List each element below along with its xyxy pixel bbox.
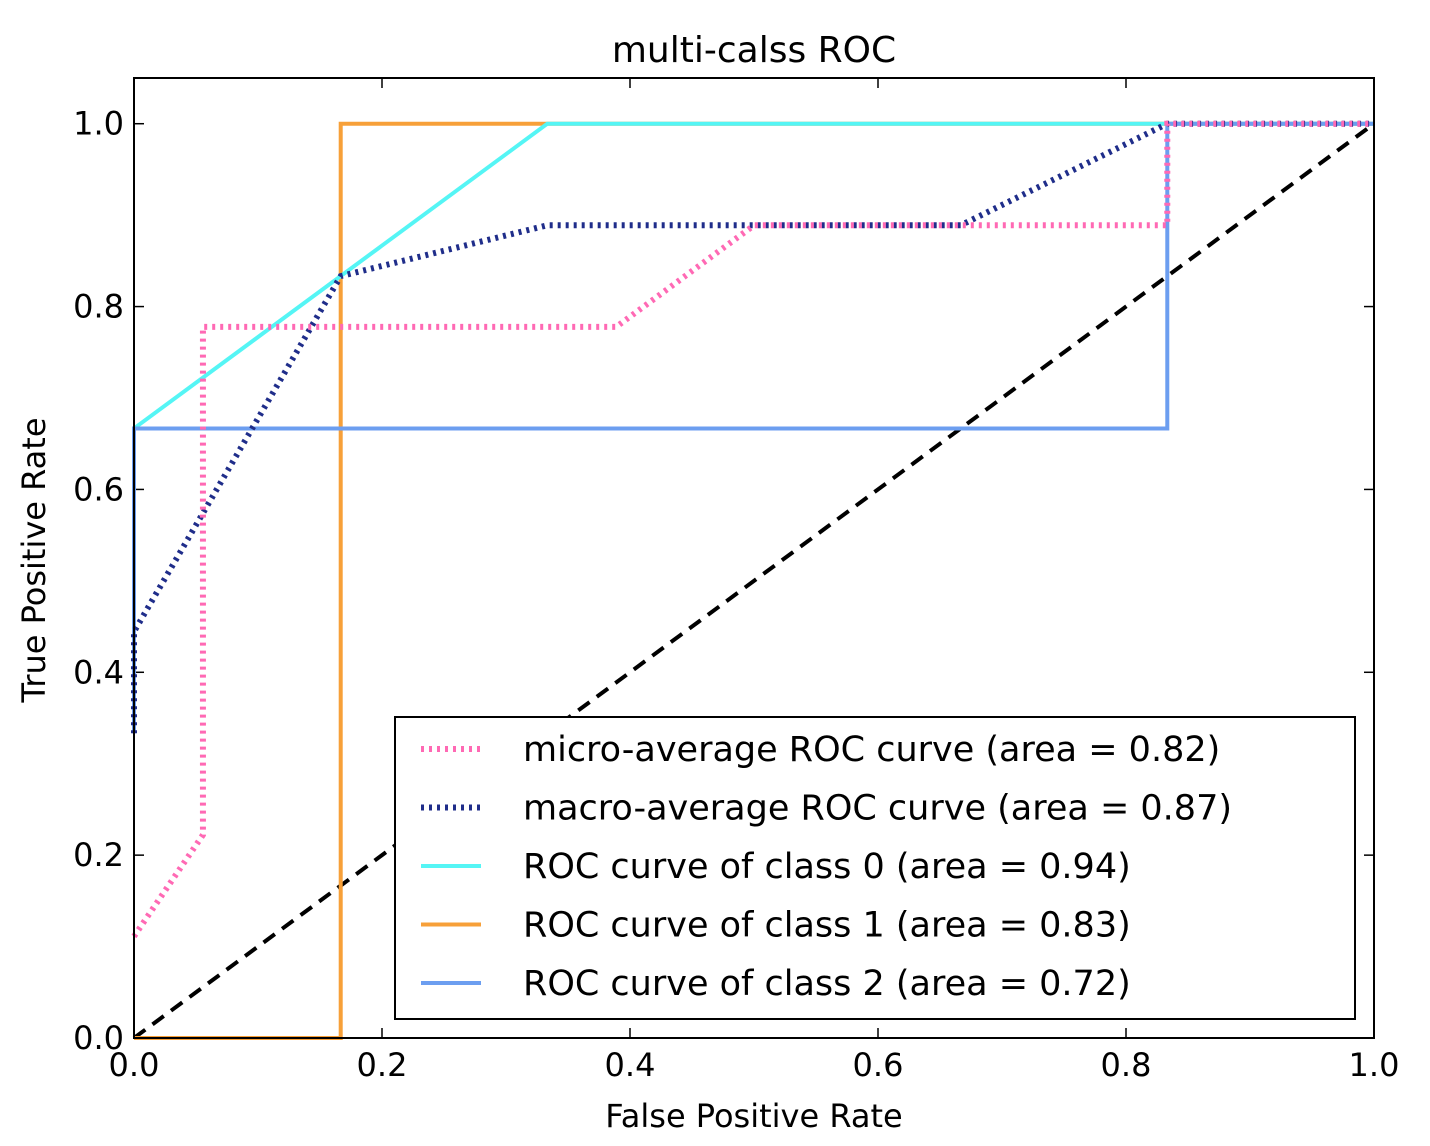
legend-entry-label: ROC curve of class 1 (area = 0.83)	[523, 906, 1131, 946]
micro-average-curve	[131, 120, 1374, 939]
x-tick-label: 0.8	[1101, 1046, 1152, 1084]
y-tick-label: 1.0	[73, 105, 124, 143]
x-axis-title: False Positive Rate	[605, 1097, 902, 1135]
macro-average-curve	[131, 120, 1374, 734]
legend: micro-average ROC curve (area = 0.82) mac…	[394, 716, 1356, 1020]
x-tick-label: 0.4	[605, 1046, 656, 1084]
y-axis-title: True Positive Rate	[15, 417, 53, 703]
x-tick-label: 0.2	[357, 1046, 408, 1084]
chart-title: multi-calss ROC	[612, 30, 896, 71]
x-tick-label: 0.6	[853, 1046, 904, 1084]
legend-entry-label: micro-average ROC curve (area = 0.82)	[523, 730, 1220, 770]
y-tick-label: 0.6	[73, 470, 124, 508]
legend-entry-label: macro-average ROC curve (area = 0.87)	[523, 789, 1232, 829]
y-tick-label: 0.2	[73, 836, 124, 874]
y-tick-label: 0.0	[73, 1019, 124, 1057]
y-axis-ticks: 0.0 0.2 0.4 0.6 0.8 1.0	[73, 105, 1374, 1057]
x-tick-label: 1.0	[1349, 1046, 1400, 1084]
class-2-curve	[132, 121, 1374, 734]
legend-entry-label: ROC curve of class 2 (area = 0.72)	[523, 964, 1131, 1004]
y-tick-label: 0.8	[73, 288, 124, 326]
class-0-curve	[132, 121, 1374, 431]
plot-frame	[133, 77, 1375, 1039]
y-tick-label: 0.4	[73, 653, 124, 691]
legend-box	[394, 716, 1356, 1020]
x-axis-ticks: 0.0 0.2 0.4 0.6 0.8 1.0	[109, 78, 1400, 1084]
legend-entry-label: ROC curve of class 0 (area = 0.94)	[523, 847, 1131, 887]
x-tick-label: 0.0	[109, 1046, 160, 1084]
